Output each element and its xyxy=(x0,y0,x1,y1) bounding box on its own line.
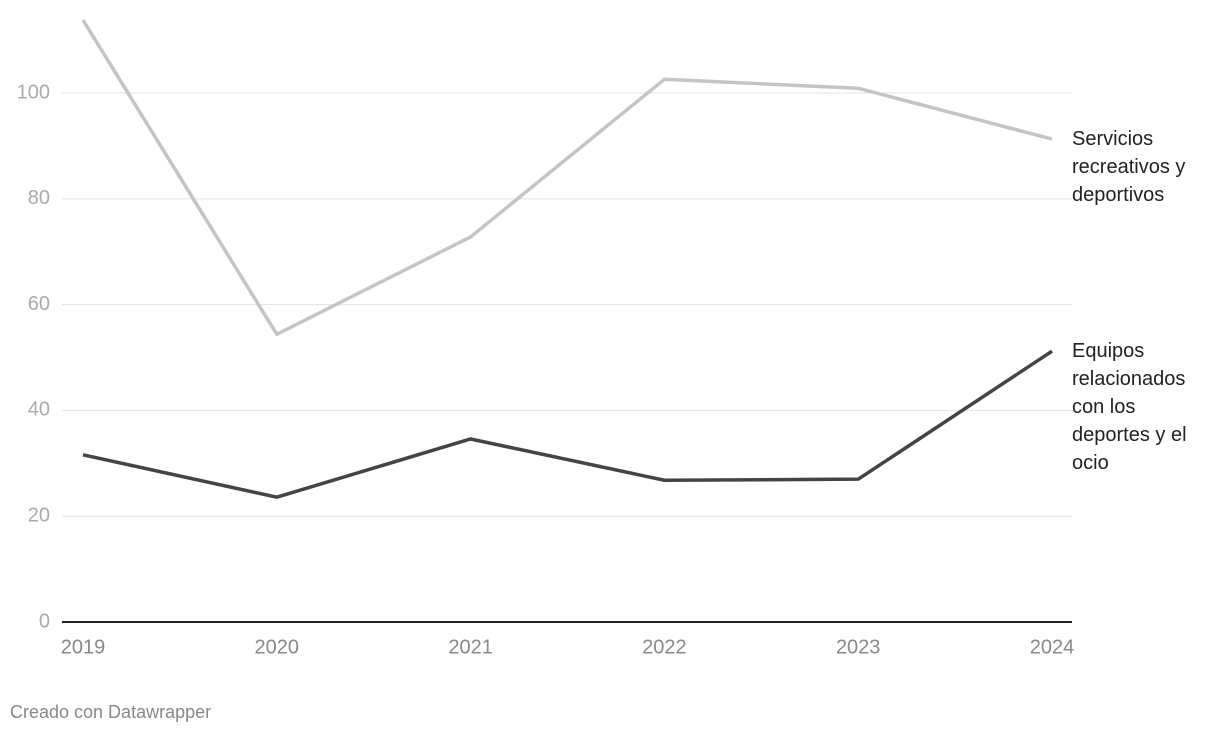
y-tick-label: 60 xyxy=(28,293,50,315)
y-tick-label: 0 xyxy=(39,610,50,632)
x-tick-label: 2023 xyxy=(836,636,881,658)
y-tick-label: 20 xyxy=(28,504,50,526)
y-tick-label: 40 xyxy=(28,399,50,421)
credit: Creado con Datawrapper xyxy=(10,702,212,722)
series-label: Servicios recreativos y deportivos xyxy=(1072,128,1186,207)
series-line xyxy=(82,349,1053,499)
y-tick-label: 80 xyxy=(28,187,50,209)
x-tick-label: 2020 xyxy=(255,636,300,658)
x-tick-label: 2019 xyxy=(61,636,106,658)
x-tick-label: 2024 xyxy=(1030,636,1075,658)
y-tick-label: 100 xyxy=(17,81,50,103)
x-tick-label: 2021 xyxy=(448,636,493,658)
series-line xyxy=(81,19,1053,337)
series-label: Equipos relacionados con los deportes y … xyxy=(1072,340,1187,475)
x-tick-label: 2022 xyxy=(642,636,687,658)
